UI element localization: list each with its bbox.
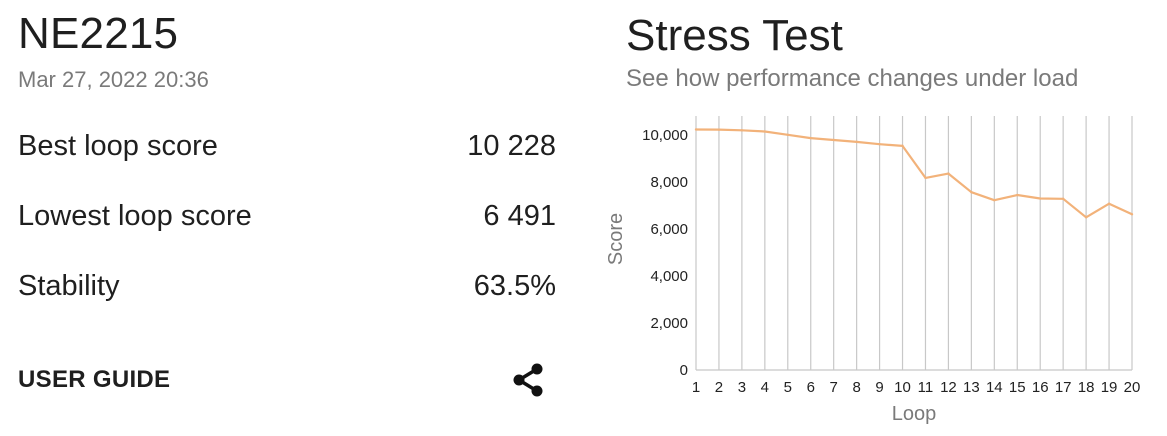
- x-tick-label: 9: [875, 379, 883, 396]
- score-point: [855, 140, 858, 144]
- y-tick-label: 10,000: [642, 127, 688, 144]
- y-tick-label: 8,000: [650, 174, 688, 191]
- score-point: [1084, 216, 1088, 219]
- best-loop-score-row: Best loop score 10 228: [18, 126, 556, 166]
- x-tick-label: 5: [784, 379, 792, 396]
- score-point: [993, 198, 996, 202]
- user-guide-button[interactable]: USER GUIDE: [18, 366, 171, 393]
- x-tick-label: 3: [738, 379, 746, 396]
- x-tick-label: 2: [715, 379, 723, 396]
- y-tick-label: 0: [680, 362, 688, 379]
- stability-label: Stability: [18, 269, 120, 302]
- stability-value: 63.5%: [473, 269, 556, 302]
- x-tick-label: 12: [940, 379, 957, 396]
- score-point: [878, 143, 881, 146]
- score-point: [786, 133, 789, 137]
- x-tick-label: 19: [1101, 379, 1118, 396]
- score-point: [763, 130, 767, 133]
- share-button[interactable]: [508, 360, 548, 400]
- y-tick-label: 4,000: [650, 268, 688, 285]
- chart-subtitle: See how performance changes under load: [626, 65, 1079, 92]
- chart-grid: [695, 116, 1133, 371]
- x-axis-ticks: 1 2 3 4 5 6 7 8 9 10 11 12 13 14 15 16 17 18 19 20: [692, 379, 1141, 396]
- y-axis-ticks: 0 2,000 4,000 6,000 8,000 10,000: [642, 127, 688, 379]
- lowest-loop-score-row: Lowest loop score 6 491: [18, 196, 556, 236]
- score-point: [1016, 193, 1019, 197]
- x-tick-label: 20: [1124, 379, 1141, 396]
- x-tick-label: 16: [1032, 379, 1049, 396]
- x-tick-label: 11: [918, 379, 934, 396]
- score-point: [740, 129, 744, 132]
- score-point: [1039, 197, 1042, 200]
- x-tick-label: 10: [894, 379, 911, 396]
- score-point: [717, 128, 721, 131]
- y-tick-label: 2,000: [650, 315, 688, 332]
- y-axis-title: Score: [605, 213, 627, 265]
- score-point: [694, 128, 698, 131]
- x-tick-label: 4: [761, 379, 769, 396]
- score-point: [832, 138, 835, 142]
- score-point: [970, 191, 973, 194]
- results-panel: NE2215 Mar 27, 2022 20:36 Best loop scor…: [0, 0, 575, 436]
- score-point: [901, 144, 904, 148]
- x-tick-label: 18: [1078, 379, 1095, 396]
- stability-row: Stability 63.5%: [18, 266, 556, 306]
- score-point: [947, 172, 950, 175]
- lowest-loop-score-value: 6 491: [483, 199, 556, 232]
- x-tick-label: 15: [1009, 379, 1026, 396]
- x-tick-label: 1: [692, 379, 700, 396]
- score-point: [809, 136, 812, 140]
- x-tick-label: 17: [1055, 379, 1072, 396]
- x-axis-title: Loop: [892, 403, 937, 425]
- score-line: [695, 128, 1133, 219]
- share-icon: [513, 363, 543, 397]
- best-loop-score-value: 10 228: [467, 129, 556, 162]
- x-tick-label: 8: [852, 379, 860, 396]
- x-tick-label: 6: [807, 379, 815, 396]
- stress-test-panel: Stress Test See how performance changes …: [600, 0, 1167, 436]
- device-name: NE2215: [18, 9, 179, 58]
- best-loop-score-label: Best loop score: [18, 129, 218, 162]
- chart-title: Stress Test: [626, 11, 843, 60]
- score-series: [694, 128, 1134, 219]
- score-point: [1061, 197, 1065, 200]
- y-tick-label: 6,000: [650, 221, 688, 238]
- x-tick-label: 7: [830, 379, 838, 396]
- lowest-loop-score-label: Lowest loop score: [18, 199, 252, 232]
- x-tick-label: 14: [986, 379, 1003, 396]
- score-point: [1107, 202, 1111, 205]
- test-timestamp: Mar 27, 2022 20:36: [18, 67, 209, 92]
- x-tick-label: 13: [963, 379, 980, 396]
- score-point: [924, 176, 927, 180]
- score-point: [1130, 213, 1134, 216]
